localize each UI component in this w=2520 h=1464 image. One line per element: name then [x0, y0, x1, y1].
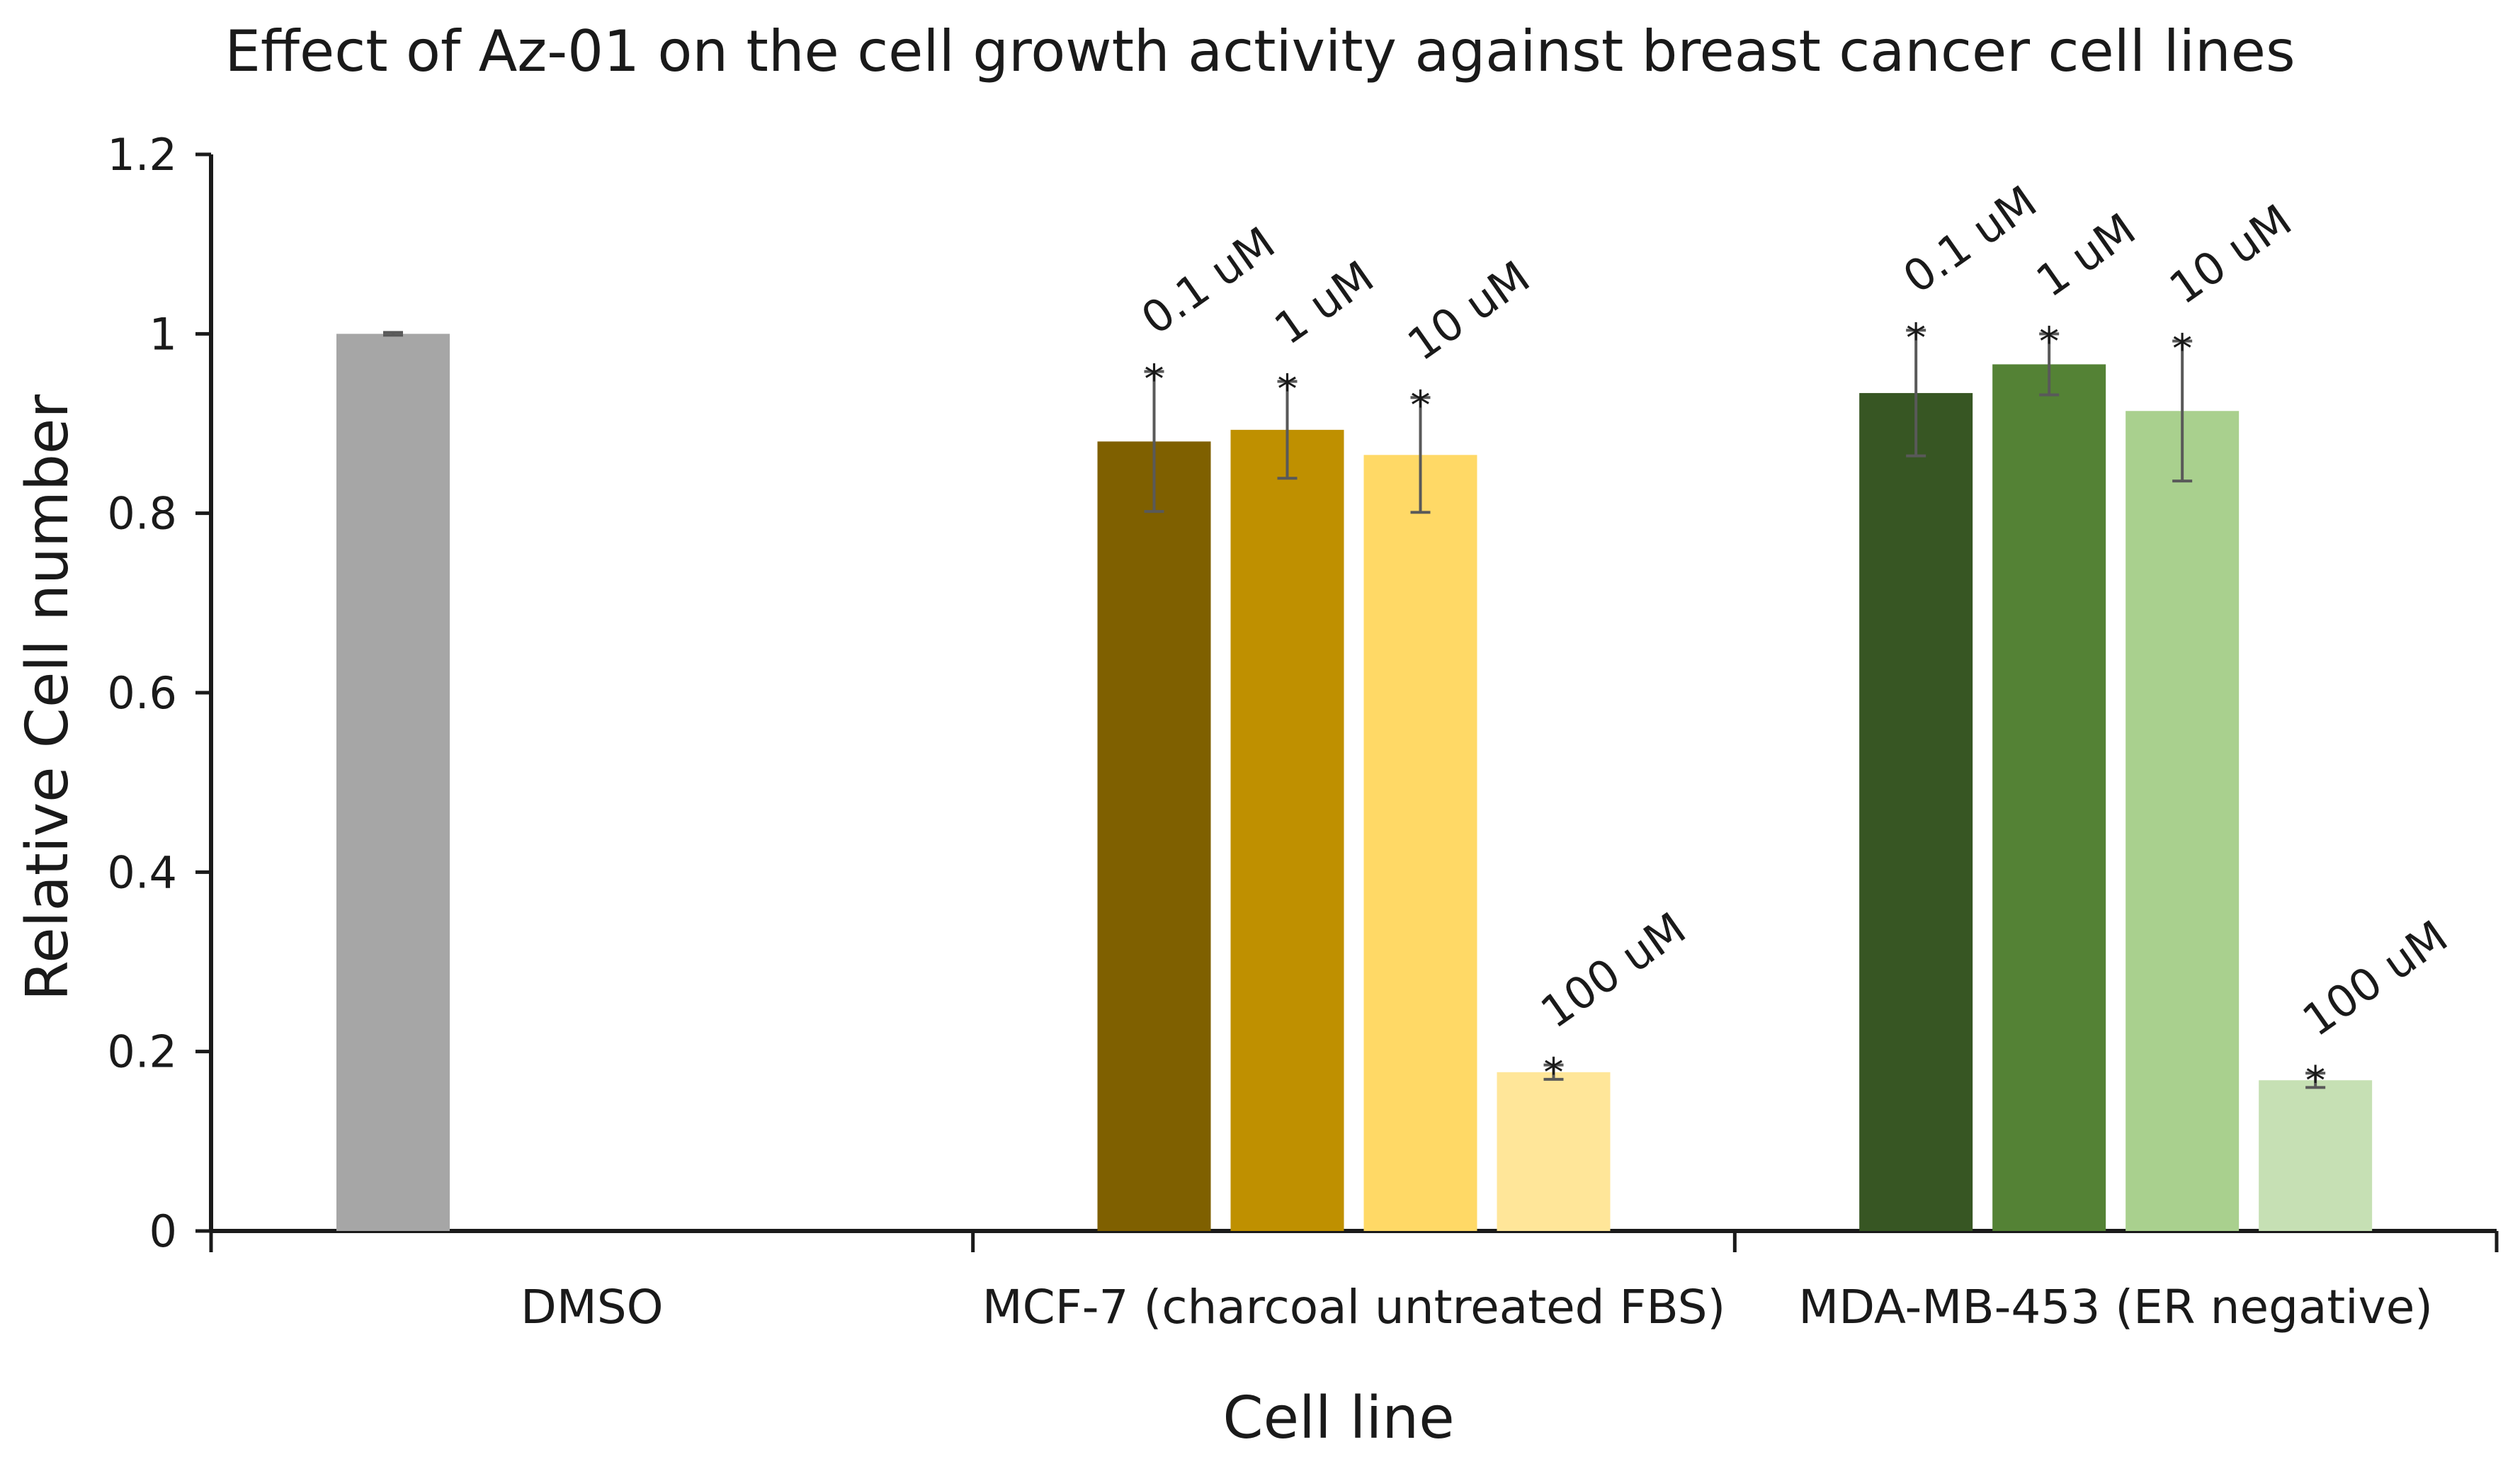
significance-marker: * [1278, 366, 1298, 412]
bar-series: *0.1 uM*1 uM*10 uM*100 uM*0.1 uM*1 uM*10… [336, 176, 2457, 1232]
bar [2259, 1080, 2373, 1231]
bar [1859, 392, 1973, 1231]
bar [1992, 364, 2106, 1231]
chart-title: Effect of Az-01 on the cell growth activ… [225, 18, 2295, 84]
bar-group [336, 331, 450, 1231]
dose-label: 10 uM [2160, 194, 2301, 314]
y-tick-label: 0.4 [107, 846, 177, 898]
significance-marker: * [1411, 382, 1431, 429]
error-bar [1906, 329, 1926, 458]
dose-label: 0.1 uM [1132, 217, 1284, 345]
y-axis: 0 0.2 0.4 0.6 0.8 1 1.2 [107, 129, 213, 1257]
significance-marker: * [1906, 315, 1926, 361]
error-bar [383, 331, 403, 337]
error-bar [1410, 396, 1431, 514]
y-tick-label: 0 [149, 1205, 177, 1257]
category-label: MDA-MB-453 (ER negative) [1798, 1280, 2433, 1334]
error-bar [2305, 1072, 2326, 1089]
dose-label: 1 uM [1265, 251, 1383, 355]
significance-marker: * [1145, 357, 1164, 403]
error-bar [2039, 332, 2060, 397]
dose-label: 100 uM [2293, 910, 2457, 1046]
bar [1497, 1072, 1611, 1231]
error-bar [1543, 1063, 1564, 1081]
bar [2125, 411, 2240, 1232]
significance-marker: * [1544, 1050, 1564, 1096]
error-bar [2172, 339, 2193, 483]
bar [1363, 455, 1477, 1232]
significance-marker: * [2039, 319, 2059, 365]
error-bar [1144, 370, 1164, 513]
significance-marker: * [2172, 326, 2192, 372]
category-label: DMSO [521, 1280, 664, 1334]
significance-marker: * [2305, 1058, 2325, 1104]
y-tick-label: 0.6 [107, 667, 177, 719]
bar [1097, 441, 1211, 1232]
y-tick-label: 0.2 [107, 1026, 177, 1078]
y-tick-label: 0.8 [107, 488, 177, 540]
dose-label: 100 uM [1531, 902, 1695, 1038]
bar [1230, 429, 1344, 1231]
y-tick-label: 1 [149, 308, 177, 360]
bar-group: * 0.1 uM * 1 uM * 10 uM * 100 uM [1097, 217, 1695, 1232]
category-label: MCF-7 (charcoal untreated FBS) [982, 1280, 1726, 1334]
x-axis: DMSO MCF-7 (charcoal untreated FBS) MDA-MB… [209, 1229, 2499, 1334]
x-axis-title: Cell line [1222, 1385, 1454, 1452]
bar [336, 334, 450, 1231]
bar-group: *0.1 uM*1 uM*10 uM*100 uM [1859, 176, 2457, 1232]
error-bar [1277, 380, 1298, 480]
y-axis-title: Relative Cell number [14, 395, 81, 1001]
dose-label: 0.1 uM [1894, 176, 2046, 304]
y-tick-label: 1.2 [107, 129, 177, 181]
dose-label: 10 uM [1398, 251, 1539, 371]
